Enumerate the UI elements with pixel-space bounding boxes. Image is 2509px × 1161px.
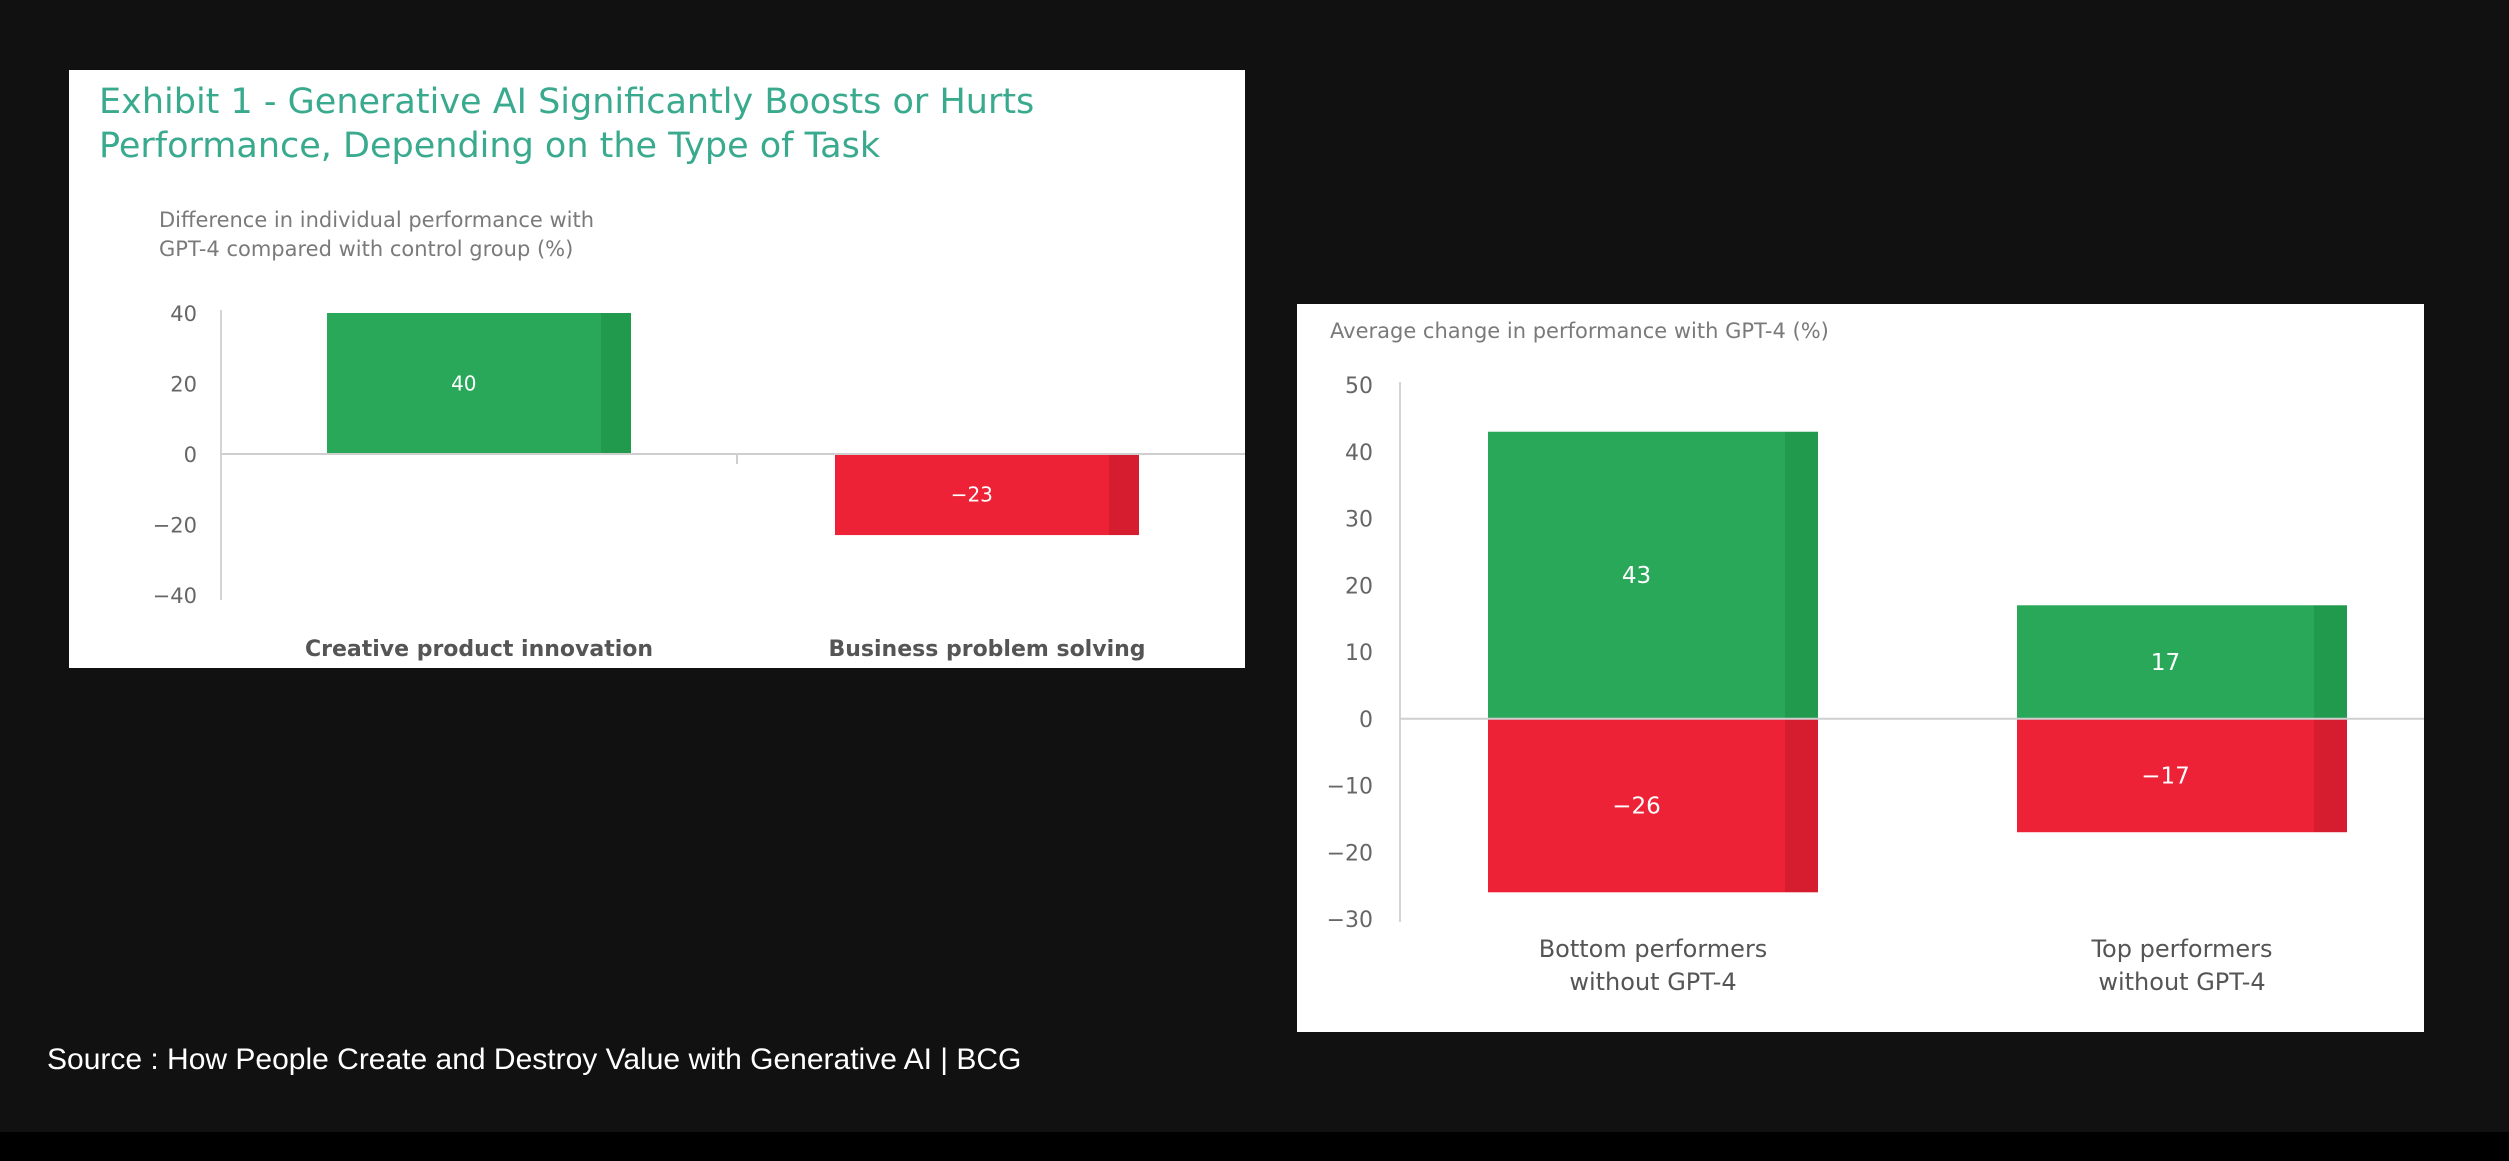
y-tick-label: −20 [1327,841,1373,866]
bottom-strip [0,1132,2509,1161]
bar-value-label: 43 [1622,563,1651,589]
bar-1-edge [601,313,631,454]
bar-2-edge [1109,454,1139,536]
y-tick-label: 30 [1345,508,1373,533]
bar-2-series-1-edge [2314,605,2347,719]
x-category-label: Bottom performers [1539,935,1768,963]
left-chart-panel: Exhibit 1 - Generative AI Significantly … [69,70,1245,668]
right-chart-title: Average change in performance with GPT-4… [1330,319,1829,343]
y-tick-label: −20 [153,514,197,538]
y-tick-label: 20 [170,373,197,397]
left-chart-title: Difference in individual performance wit… [159,208,595,261]
bar-value-label: 17 [2151,650,2180,676]
y-tick-label: 0 [184,443,197,467]
bar-value-label: −17 [2141,763,2190,789]
y-tick-label: −10 [1327,775,1373,800]
bar-2-series-2-edge [2314,718,2347,833]
bar-1-series-1 [1488,431,1785,719]
bar-value-label: 40 [451,372,476,396]
x-category-label: Top performers [2090,935,2272,963]
bar-1-series-2 [1488,718,1785,893]
y-tick-label: 0 [1359,708,1373,733]
right-chart-panel: Average change in performance with GPT-4… [1297,304,2424,1032]
x-category-label: Business problem solving [828,637,1145,662]
bar-2-series-1 [2017,605,2314,719]
right-chart: 50 40 30 20 10 0 −10 −20 −30 43 17 −26 −17 Bottom per… [1327,374,2424,996]
y-tick-label: 20 [1345,574,1373,599]
left-chart: 40 20 0 −20 −40 40 Creative product innovation… [153,302,1245,662]
x-category-label: without GPT-4 [2098,968,2265,996]
y-tick-label: 40 [170,302,197,326]
bar-value-label: −26 [1612,794,1661,820]
bar-1-series-2-edge [1785,718,1818,893]
bar-2 [835,454,1109,536]
bar-1-series-1-edge [1785,431,1818,719]
exhibit-title: Exhibit 1 - Generative AI Significantly … [99,82,1035,166]
x-category-label: without GPT-4 [1569,968,1736,996]
y-tick-label: −40 [153,584,197,608]
y-tick-label: −30 [1327,908,1373,933]
y-tick-label: 10 [1345,641,1373,666]
y-tick-label: 50 [1345,374,1373,399]
bar-2-series-2 [2017,718,2314,833]
y-tick-label: 40 [1345,441,1373,466]
x-category-label: Creative product innovation [305,637,653,662]
bar-1 [327,313,601,454]
bar-value-label: −23 [951,483,993,507]
source-caption: Source : How People Create and Destroy V… [47,1043,1022,1076]
